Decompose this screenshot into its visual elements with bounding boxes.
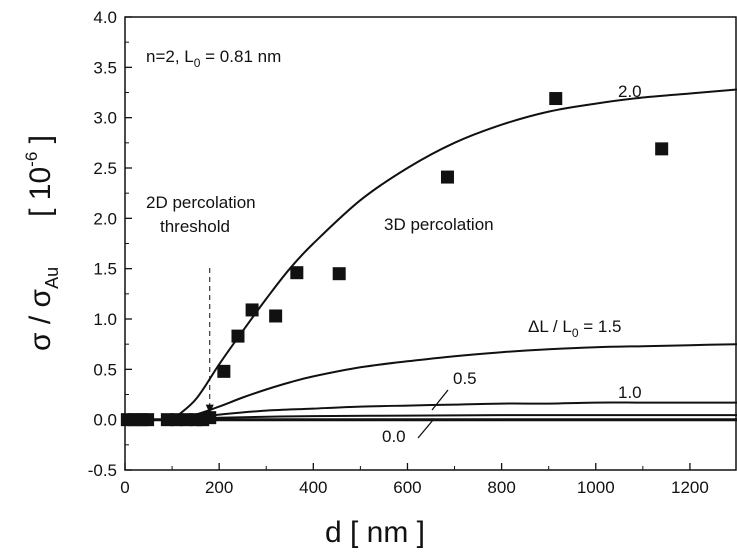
y-tick-label: -0.5 — [88, 461, 117, 480]
x-tick-label: 1200 — [671, 478, 709, 497]
data-point — [655, 142, 669, 156]
x-tick-label: 0 — [120, 478, 129, 497]
data-point — [203, 411, 217, 425]
series-lines — [125, 88, 737, 422]
x-tick-label: 800 — [487, 478, 515, 497]
data-point — [217, 364, 231, 378]
curve-label-1.5: ΔL / L0 = 1.5 — [528, 317, 622, 340]
data-point — [549, 92, 563, 106]
x-axis-title: d [ nm ] — [325, 516, 425, 549]
y-axis-title: σ / σAu [ 10-6 ] — [22, 135, 62, 351]
pointer-0.0 — [417, 419, 434, 439]
curve-label-0.0: 0.0 — [382, 427, 406, 446]
threshold-label-line2: threshold — [160, 217, 230, 236]
data-point — [245, 303, 259, 317]
y-tick-label: 4.0 — [93, 8, 117, 27]
percolation-3d-label: 3D percolation — [384, 215, 494, 234]
data-point — [440, 170, 454, 184]
data-point — [269, 309, 283, 323]
pointer-0.5 — [431, 389, 449, 411]
y-tick-label: 3.5 — [93, 58, 117, 77]
curve-label-1.0: 1.0 — [618, 383, 642, 402]
series-line-1 — [171, 88, 737, 421]
parameter-label: n=2, L0 = 0.81 nm — [146, 47, 281, 70]
y-tick-label: 3.0 — [93, 109, 117, 128]
y-tick-label: 1.5 — [93, 260, 117, 279]
x-tick-label: 600 — [393, 478, 421, 497]
y-tick-label: 0.5 — [93, 360, 117, 379]
data-markers — [120, 92, 669, 427]
curve-label-2.0: 2.0 — [618, 82, 642, 101]
data-point — [231, 329, 245, 343]
series-line-4 — [172, 414, 737, 421]
threshold-arrowhead — [205, 404, 214, 414]
data-point — [332, 267, 346, 281]
threshold-label-line1: 2D percolation — [146, 193, 256, 212]
data-point — [290, 266, 304, 280]
y-tick-label: 1.0 — [93, 310, 117, 329]
x-tick-label: 1000 — [577, 478, 615, 497]
y-tick-label: 0.0 — [93, 411, 117, 430]
curve-label-0.5: 0.5 — [453, 369, 477, 388]
axis-ticks: 0 200 400 600 800 1000 1200 -0.5 0.0 0.5 1.0 1.5 2.0… — [88, 8, 709, 497]
x-tick-label: 200 — [205, 478, 233, 497]
series-line-2 — [171, 343, 737, 421]
x-tick-label: 400 — [299, 478, 327, 497]
y-tick-label: 2.0 — [93, 209, 117, 228]
series-line-3 — [171, 401, 737, 421]
data-point — [141, 413, 155, 427]
y-tick-label: 2.5 — [93, 159, 117, 178]
